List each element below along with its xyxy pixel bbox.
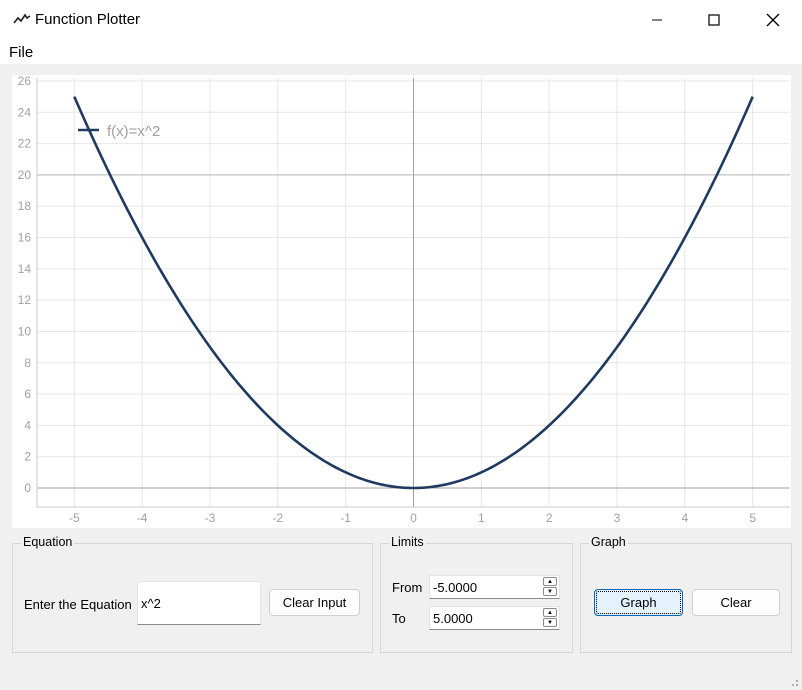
- resize-grip-icon[interactable]: [789, 677, 799, 687]
- graph-group: Graph Graph Clear: [580, 535, 792, 653]
- x-tick-label: 1: [478, 511, 485, 525]
- x-tick-label: -5: [69, 511, 80, 525]
- limits-group-title: Limits: [389, 535, 426, 549]
- y-tick-label: 14: [18, 262, 32, 276]
- from-value: -5.0000: [433, 580, 478, 595]
- menu-file[interactable]: File: [9, 44, 34, 61]
- minimize-icon: [652, 19, 662, 21]
- y-tick-label: 18: [18, 199, 32, 213]
- x-tick-label: 2: [546, 511, 553, 525]
- clear-input-button[interactable]: Clear Input: [269, 589, 360, 616]
- chevron-down-icon: ▼: [547, 588, 553, 595]
- limits-group: Limits From -5.0000 ▲ ▼ To 5.0000 ▲ ▼: [380, 535, 573, 653]
- equation-label: Enter the Equation: [24, 597, 132, 612]
- y-tick-label: 6: [24, 387, 31, 401]
- to-label: To: [392, 611, 406, 626]
- from-spinbox[interactable]: -5.0000 ▲ ▼: [429, 575, 560, 599]
- maximize-icon: [708, 14, 720, 26]
- legend-label: f(x)=x^2: [107, 123, 160, 140]
- y-tick-label: 22: [18, 137, 32, 151]
- equation-group: Equation Enter the Equation Clear Input: [12, 535, 373, 653]
- chart-axes: [36, 78, 790, 508]
- from-spin-up[interactable]: ▲: [543, 577, 557, 586]
- y-tick-label: 4: [24, 418, 31, 432]
- minimize-button[interactable]: [628, 0, 686, 40]
- y-tick-label: 16: [18, 231, 32, 245]
- equation-group-title: Equation: [21, 535, 75, 549]
- y-tick-label: 20: [18, 168, 32, 182]
- from-label: From: [392, 580, 423, 595]
- x-tick-label: 4: [682, 511, 689, 525]
- y-tick-label: 10: [18, 324, 32, 338]
- maximize-button[interactable]: [685, 0, 743, 40]
- y-tick-label: 0: [24, 481, 31, 495]
- menu-bar: File: [0, 40, 802, 64]
- chevron-up-icon: ▲: [547, 609, 553, 616]
- chevron-down-icon: ▼: [547, 619, 553, 626]
- chart-legend: f(x)=x^2: [78, 123, 160, 140]
- y-tick-label: 8: [24, 356, 31, 370]
- from-spin-down[interactable]: ▼: [543, 587, 557, 596]
- x-tick-label: -3: [205, 511, 216, 525]
- to-spinbox[interactable]: 5.0000 ▲ ▼: [429, 606, 560, 630]
- graph-button[interactable]: Graph: [594, 589, 683, 616]
- y-tick-label: 12: [18, 293, 32, 307]
- chart-area: -5 -4 -3 -2 -1 0 1 2 3 4 5 0 2 4 6 8 10 12 14 16 18 20 22 24 26 …: [12, 74, 791, 528]
- window-title: Function Plotter: [35, 11, 141, 28]
- x-tick-label: -2: [272, 511, 283, 525]
- series-line: [73, 96, 754, 490]
- x-tick-label: -4: [137, 511, 148, 525]
- x-tick-label: 0: [410, 511, 417, 525]
- x-tick-label: -1: [340, 511, 351, 525]
- title-bar: Function Plotter: [0, 0, 802, 40]
- close-button[interactable]: [744, 0, 802, 40]
- chart-series: [73, 96, 754, 490]
- equation-input[interactable]: [137, 581, 261, 625]
- to-spin-up[interactable]: ▲: [543, 608, 557, 617]
- line-chart-icon: [13, 13, 31, 24]
- x-tick-label: 3: [614, 511, 621, 525]
- y-tick-label: 26: [18, 75, 32, 88]
- graph-group-title: Graph: [589, 535, 628, 549]
- chevron-up-icon: ▲: [547, 578, 553, 585]
- x-tick-label: 5: [749, 511, 756, 525]
- y-tick-label: 24: [18, 105, 32, 119]
- close-icon: [766, 13, 780, 27]
- function-chart: -5 -4 -3 -2 -1 0 1 2 3 4 502468101214161820222426 …: [18, 74, 790, 525]
- to-spin-down[interactable]: ▼: [543, 618, 557, 627]
- to-value: 5.0000: [433, 611, 473, 626]
- y-tick-label: 2: [24, 450, 31, 464]
- clear-button[interactable]: Clear: [692, 589, 780, 616]
